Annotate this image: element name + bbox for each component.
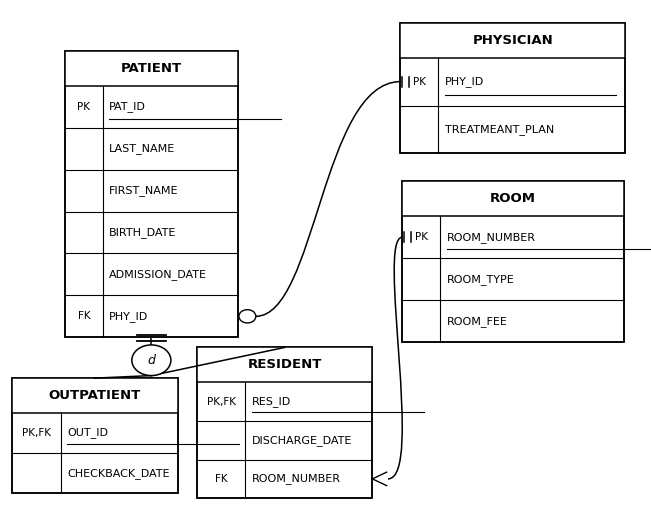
- Text: PHY_ID: PHY_ID: [109, 311, 148, 322]
- Bar: [402, 181, 624, 216]
- Text: TREATMEANT_PLAN: TREATMEANT_PLAN: [445, 124, 554, 135]
- Bar: [402, 181, 624, 342]
- Text: PK,FK: PK,FK: [21, 428, 51, 438]
- Bar: [65, 51, 238, 337]
- Text: PK,FK: PK,FK: [206, 397, 236, 407]
- Text: OUTPATIENT: OUTPATIENT: [49, 389, 141, 402]
- Text: PHYSICIAN: PHYSICIAN: [472, 34, 553, 47]
- Text: RES_ID: RES_ID: [252, 396, 291, 407]
- Text: PATIENT: PATIENT: [121, 62, 182, 75]
- Text: ROOM_FEE: ROOM_FEE: [447, 316, 508, 327]
- Text: ADMISSION_DATE: ADMISSION_DATE: [109, 269, 208, 280]
- Bar: [197, 347, 372, 498]
- Text: PK: PK: [413, 77, 426, 87]
- Text: FK: FK: [215, 474, 227, 484]
- Text: PAT_ID: PAT_ID: [109, 101, 146, 112]
- Text: ROOM_NUMBER: ROOM_NUMBER: [447, 231, 536, 243]
- Text: FIRST_NAME: FIRST_NAME: [109, 185, 179, 196]
- Bar: [402, 181, 624, 342]
- Bar: [197, 347, 372, 498]
- Circle shape: [239, 310, 256, 323]
- Bar: [12, 378, 178, 493]
- Text: PK: PK: [77, 102, 90, 112]
- Text: d: d: [147, 354, 156, 367]
- Text: CHECKBACK_DATE: CHECKBACK_DATE: [67, 468, 169, 478]
- Bar: [400, 23, 625, 58]
- Bar: [65, 51, 238, 337]
- Bar: [197, 347, 372, 382]
- Circle shape: [132, 345, 171, 376]
- Bar: [12, 378, 178, 493]
- Bar: [65, 51, 238, 86]
- Text: FK: FK: [77, 311, 90, 321]
- Bar: [400, 23, 625, 153]
- Text: PHY_ID: PHY_ID: [445, 76, 484, 87]
- Text: OUT_ID: OUT_ID: [67, 428, 108, 438]
- Bar: [400, 23, 625, 153]
- Text: DISCHARGE_DATE: DISCHARGE_DATE: [252, 435, 352, 446]
- Text: LAST_NAME: LAST_NAME: [109, 143, 176, 154]
- Text: RESIDENT: RESIDENT: [247, 358, 322, 371]
- Text: BIRTH_DATE: BIRTH_DATE: [109, 227, 176, 238]
- Bar: [12, 378, 178, 413]
- Text: PK: PK: [415, 232, 428, 242]
- Text: ROOM_TYPE: ROOM_TYPE: [447, 274, 514, 285]
- Text: ROOM_NUMBER: ROOM_NUMBER: [252, 473, 341, 484]
- Text: ROOM: ROOM: [490, 192, 536, 205]
